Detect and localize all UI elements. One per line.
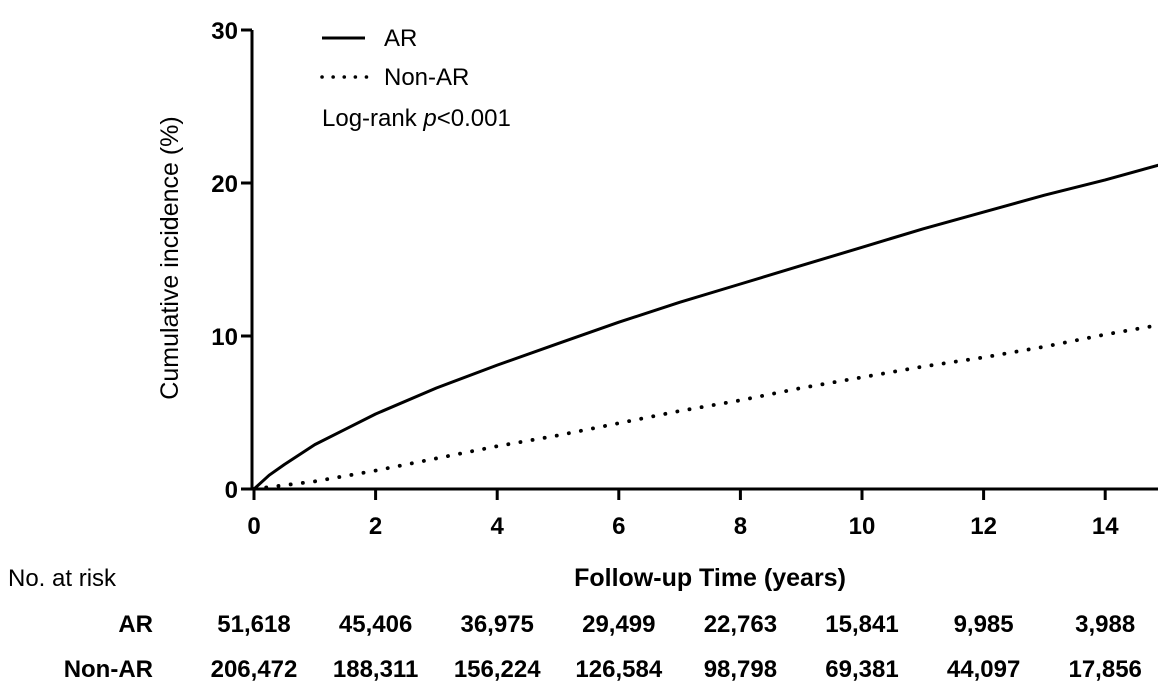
risk-value-cell: 22,763 <box>704 611 777 638</box>
legend: AR Non-AR Log-rank p<0.001 <box>320 25 511 132</box>
y-tick-label: 20 <box>211 171 238 198</box>
x-tick-label: 10 <box>849 513 876 540</box>
risk-value-cell: 29,499 <box>582 611 655 638</box>
log-rank-annotation: Log-rank p<0.001 <box>322 105 511 132</box>
x-tick-label: 8 <box>734 513 747 540</box>
log-rank-value: <0.001 <box>437 105 511 132</box>
legend-label-non-ar: Non-AR <box>384 64 469 91</box>
legend-label-ar: AR <box>384 25 417 52</box>
y-axis-ticks: 0 10 20 30 <box>211 18 252 504</box>
risk-value-cell: 15,841 <box>825 611 898 638</box>
y-tick-label: 30 <box>211 18 238 45</box>
series-layer <box>252 163 1158 491</box>
x-tick-label: 2 <box>369 513 382 540</box>
risk-value-cell: 126,584 <box>575 656 662 683</box>
risk-value-cell: 188,311 <box>333 656 418 683</box>
log-rank-prefix: Log-rank <box>322 105 423 132</box>
x-tick-label: 6 <box>612 513 625 540</box>
x-tick-label: 4 <box>491 513 505 540</box>
risk-value-cell: 36,975 <box>460 611 533 638</box>
x-tick-label: 12 <box>970 513 997 540</box>
risk-value-cell: 51,618 <box>217 611 290 638</box>
x-tick-label: 14 <box>1092 513 1119 540</box>
risk-row-label-non-ar: Non-AR <box>64 656 153 683</box>
risk-table: No. at risk AR Non-AR 51,618 45,406 36,975… <box>8 565 1142 683</box>
risk-value-cell: 45,406 <box>339 611 412 638</box>
axes <box>250 30 1158 491</box>
risk-value-cell: 206,472 <box>211 656 298 683</box>
risk-value-cell: 17,856 <box>1068 656 1141 683</box>
x-tick-label: 0 <box>247 513 260 540</box>
series-line-ar <box>252 163 1158 491</box>
risk-value-cell: 156,224 <box>454 656 541 683</box>
risk-value-cell: 44,097 <box>947 656 1020 683</box>
y-tick-label: 10 <box>211 324 238 351</box>
x-axis-ticks: 0 2 4 6 8 10 12 14 <box>247 489 1119 540</box>
risk-value-cell: 98,798 <box>704 656 777 683</box>
risk-row-label-ar: AR <box>118 611 153 638</box>
x-axis-title: Follow-up Time (years) <box>574 564 846 592</box>
log-rank-p: p <box>422 105 436 132</box>
risk-values: 51,618 45,406 36,975 29,499 22,763 15,841 9,98… <box>211 611 1142 683</box>
risk-value-cell: 3,988 <box>1075 611 1135 638</box>
y-tick-label: 0 <box>225 477 238 504</box>
y-axis-title: Cumulative incidence (%) <box>156 116 184 399</box>
risk-value-cell: 69,381 <box>825 656 898 683</box>
risk-table-header: No. at risk <box>8 565 117 592</box>
risk-value-cell: 9,985 <box>954 611 1014 638</box>
